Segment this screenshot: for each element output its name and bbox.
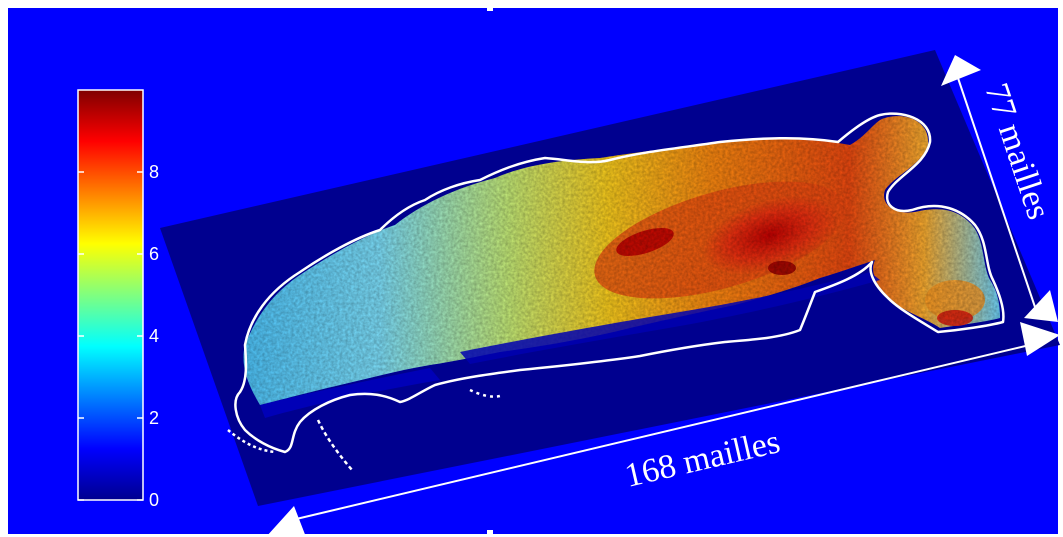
colorbar-tick-label: 2 xyxy=(149,408,159,428)
colorbar-scale xyxy=(77,89,144,501)
colorbar-tick-label: 0 xyxy=(149,490,159,510)
colorbar-ticks: 0 2 4 6 8 xyxy=(78,162,159,510)
colorbar: 0 2 4 6 8 xyxy=(77,89,159,510)
width-arrow-top xyxy=(941,55,981,86)
length-dimension-line xyxy=(291,342,1039,521)
coastline-outline xyxy=(227,112,1005,471)
top-marker xyxy=(487,3,493,11)
colorbar-tick-label: 4 xyxy=(149,326,159,346)
bottom-marker xyxy=(487,530,493,537)
length-arrow-right xyxy=(1020,322,1060,356)
colorbar-tick-label: 6 xyxy=(149,244,159,264)
width-arrow-bottom xyxy=(1024,290,1058,322)
length-arrow-left xyxy=(266,506,306,537)
island-field xyxy=(243,116,1001,418)
colorbar-tick-label: 8 xyxy=(149,162,159,182)
width-dimension-line xyxy=(957,77,1039,317)
